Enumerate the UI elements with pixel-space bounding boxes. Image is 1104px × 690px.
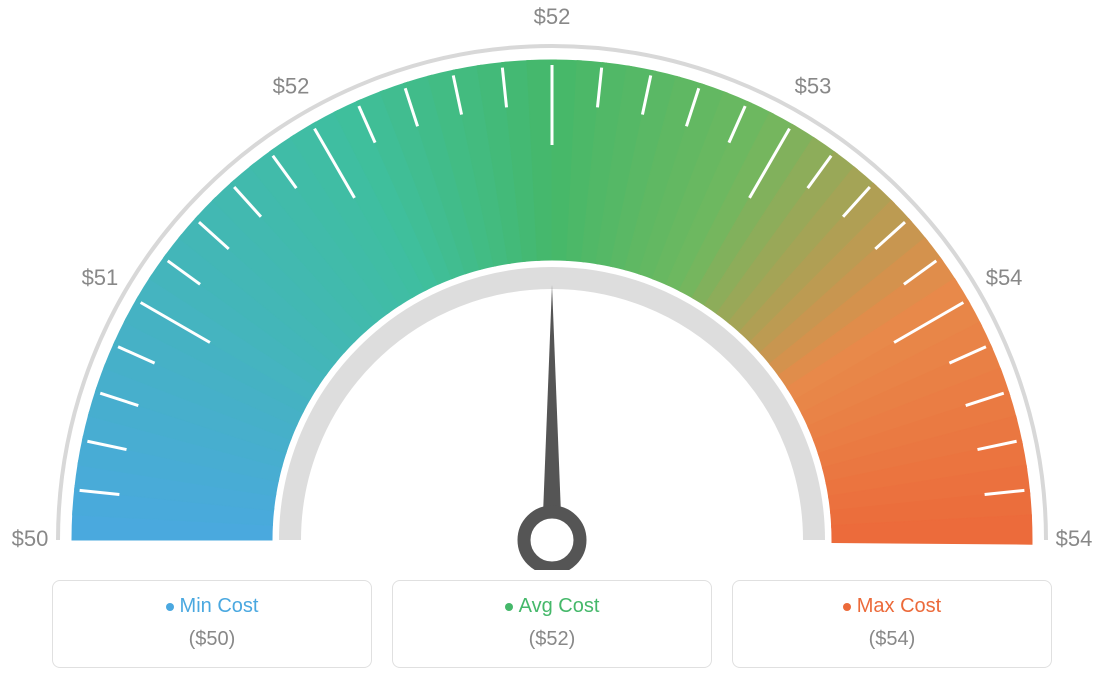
svg-text:$52: $52 xyxy=(534,4,571,29)
legend-value: ($52) xyxy=(393,628,711,651)
gauge-chart: $50 $51 $52 $52 $53 $54 $54 xyxy=(0,0,1104,570)
legend-value: ($50) xyxy=(53,628,371,651)
legend-card-max: Max Cost ($54) xyxy=(732,580,1052,668)
legend-dot-avg xyxy=(505,603,513,611)
legend-value: ($54) xyxy=(733,628,1051,651)
svg-text:$53: $53 xyxy=(795,74,832,99)
svg-text:$54: $54 xyxy=(986,265,1023,290)
legend-card-min: Min Cost ($50) xyxy=(52,580,372,668)
svg-text:$50: $50 xyxy=(12,526,49,551)
legend-dot-max xyxy=(843,603,851,611)
legend-label: Min Cost xyxy=(53,595,371,618)
legend-dot-min xyxy=(166,603,174,611)
gauge-svg: $50 $51 $52 $52 $53 $54 $54 xyxy=(0,0,1104,570)
svg-text:$54: $54 xyxy=(1056,526,1093,551)
legend-card-avg: Avg Cost ($52) xyxy=(392,580,712,668)
legend-label: Avg Cost xyxy=(393,595,711,618)
legend-label-text: Max Cost xyxy=(857,595,941,617)
legend-label-text: Avg Cost xyxy=(519,595,600,617)
legend-row: Min Cost ($50) Avg Cost ($52) Max Cost (… xyxy=(0,580,1104,668)
svg-text:$51: $51 xyxy=(82,265,119,290)
legend-label-text: Min Cost xyxy=(180,595,259,617)
legend-label: Max Cost xyxy=(733,595,1051,618)
svg-text:$52: $52 xyxy=(273,74,310,99)
